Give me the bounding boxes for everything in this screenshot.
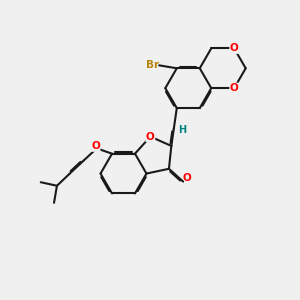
Text: O: O <box>146 132 155 142</box>
Text: O: O <box>91 141 100 151</box>
Text: Br: Br <box>146 60 159 70</box>
Text: O: O <box>230 44 239 53</box>
Text: O: O <box>230 83 239 93</box>
Text: O: O <box>182 173 191 183</box>
Text: H: H <box>178 125 186 135</box>
